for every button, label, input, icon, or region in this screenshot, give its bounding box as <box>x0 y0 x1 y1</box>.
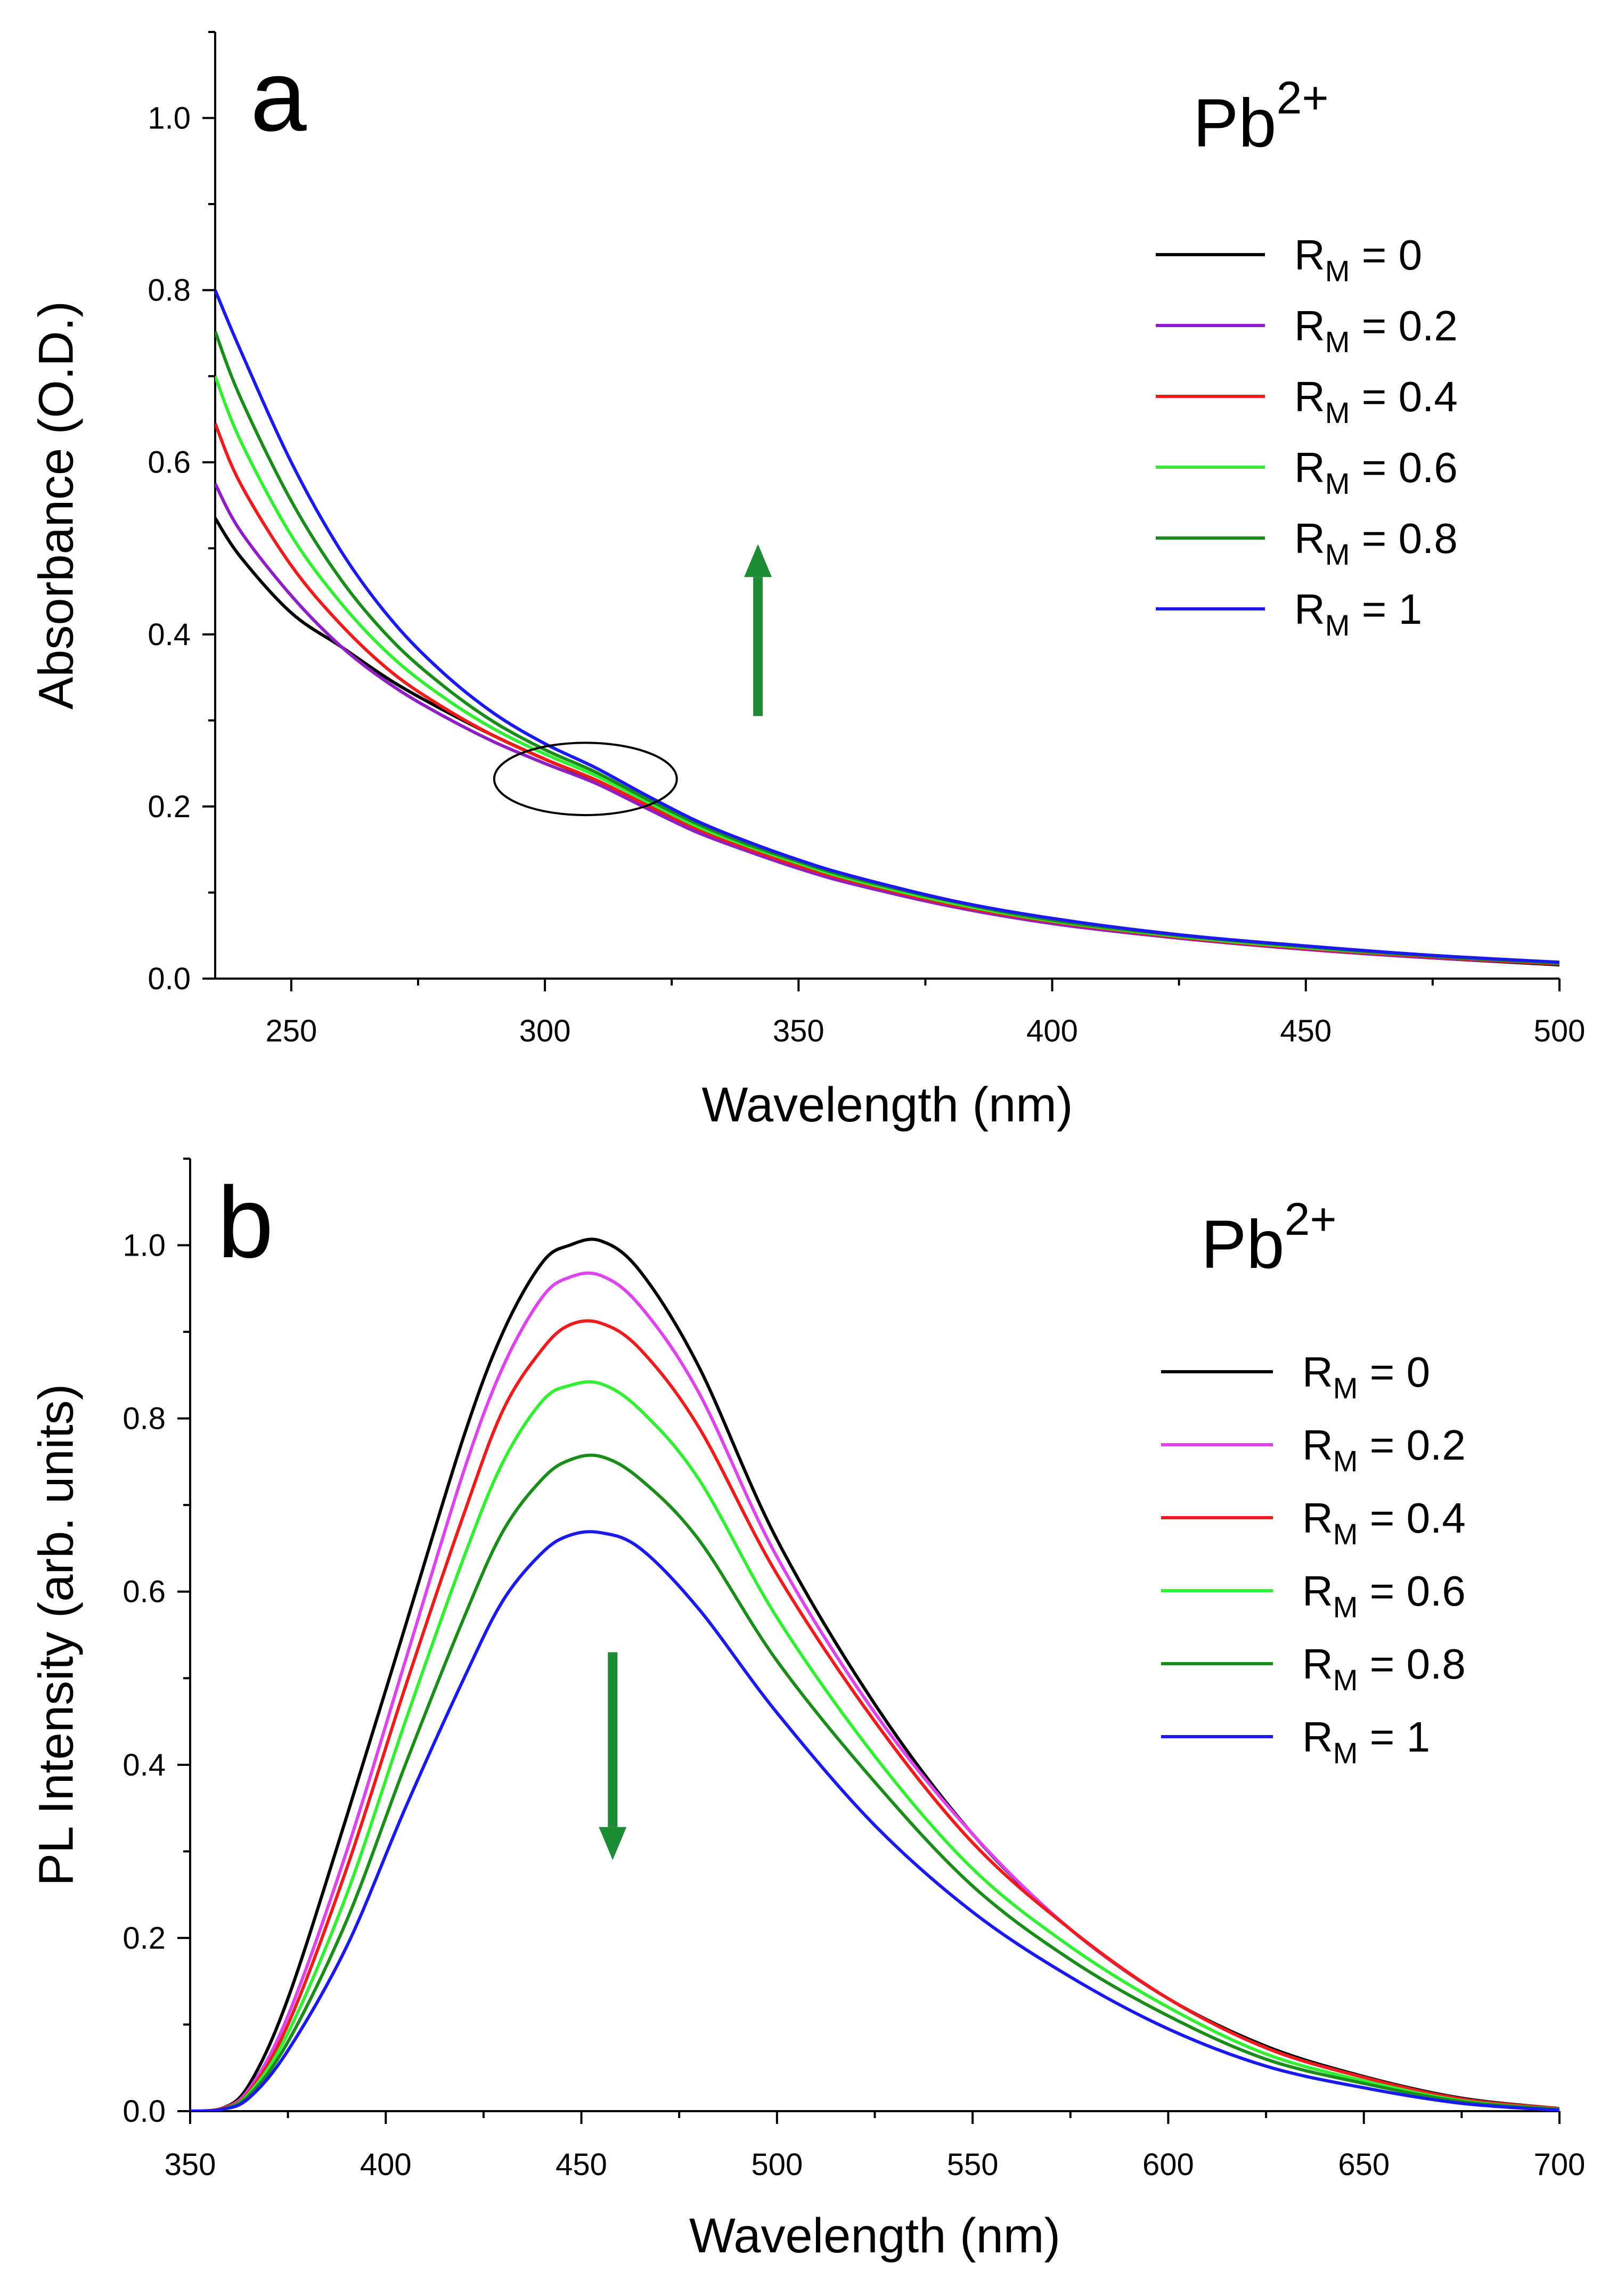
ion-superscript: 2+ <box>1277 72 1329 124</box>
legend-label: RM = 0.4 <box>1302 1494 1466 1551</box>
y-tick-label: 0.4 <box>148 617 191 652</box>
x-tick-label: 300 <box>519 1014 571 1048</box>
chart-panel-a: 250 300 350 400 450 500 0.0 0.2 0.4 0.6 0.8 1.0 Wave… <box>29 31 1586 1132</box>
y-tick-label: 1.0 <box>148 101 191 136</box>
isosbestic-ellipse <box>493 742 678 817</box>
y-tick-label: 0.0 <box>122 2094 166 2129</box>
legend-label: RM = 0.2 <box>1294 302 1458 359</box>
y-tick-label: 1.0 <box>122 1228 166 1263</box>
y-tick-label: 0.2 <box>148 789 191 824</box>
legend: RM = 0 RM = 0.2 RM = 0.4 RM = 0.6 RM = 0.8 RM… <box>1161 1348 1466 1770</box>
x-tick-label: 400 <box>1026 1014 1078 1048</box>
series-line-rm-0-8 <box>190 1453 1559 2111</box>
legend-label: RM = 0.2 <box>1302 1421 1466 1478</box>
x-tick-label: 500 <box>751 2147 803 2182</box>
ion-label: Pb2+ <box>1201 1194 1337 1283</box>
y-tick-label: 0.2 <box>122 1921 166 1956</box>
legend-label: RM = 0 <box>1302 1348 1430 1405</box>
ion-base: Pb <box>1201 1207 1285 1283</box>
y-axis-label: Absorbance (O.D.) <box>29 301 83 710</box>
legend-label: RM = 0 <box>1294 231 1422 288</box>
x-tick-label: 350 <box>773 1014 824 1048</box>
series-line-rm-1 <box>190 1530 1559 2111</box>
legend-label: RM = 1 <box>1294 585 1422 642</box>
y-tick-label: 0.6 <box>148 445 191 480</box>
x-tick-label: 700 <box>1534 2147 1586 2182</box>
x-axis-label: Wavelength (nm) <box>689 2209 1060 2263</box>
legend: RM = 0 RM = 0.2 RM = 0.4 RM = 0.6 RM = 0.8 RM… <box>1156 231 1458 642</box>
x-tick-label: 650 <box>1338 2147 1390 2182</box>
y-tick-label: 0.4 <box>122 1748 166 1782</box>
x-axis-label: Wavelength (nm) <box>701 1078 1073 1132</box>
ion-label: Pb2+ <box>1193 72 1329 161</box>
y-tick-label: 0.0 <box>148 962 191 996</box>
y-axis-label: PL Intensity (arb. units) <box>29 1384 83 1886</box>
legend-label: RM = 0.4 <box>1294 373 1458 429</box>
panel-label: b <box>217 1166 274 1279</box>
series-group <box>190 1237 1559 2111</box>
series-group <box>215 289 1559 967</box>
x-tick-label: 400 <box>360 2147 412 2182</box>
arrow-head-icon <box>599 1827 627 1860</box>
x-tick-label: 550 <box>947 2147 999 2182</box>
y-tick-label: 0.8 <box>148 273 191 308</box>
legend-label: RM = 0.8 <box>1302 1640 1466 1697</box>
x-tick-label: 600 <box>1142 2147 1194 2182</box>
x-tick-label: 450 <box>1280 1014 1332 1048</box>
series-line-rm-0-4 <box>215 422 1559 966</box>
x-tick-label: 450 <box>556 2147 607 2182</box>
ion-superscript: 2+ <box>1285 1194 1337 1245</box>
legend-label: RM = 0.8 <box>1294 515 1458 571</box>
series-line-rm-1 <box>215 289 1559 964</box>
y-tick-label: 0.8 <box>122 1402 166 1436</box>
legend-label: RM = 0.6 <box>1294 444 1458 500</box>
legend-label: RM = 1 <box>1302 1713 1430 1770</box>
y-tick-label: 0.6 <box>122 1575 166 1609</box>
x-tick-label: 350 <box>165 2147 216 2182</box>
series-line-rm-0-6 <box>190 1380 1559 2111</box>
arrow-head-icon <box>744 544 772 577</box>
chart-panel-b: 350 400 450 500 550 600 650 700 0.0 0.2 0.4 0.6 0.8 1… <box>29 1158 1586 2263</box>
panel-label: a <box>250 39 307 152</box>
series-line-rm-0-4 <box>190 1319 1559 2111</box>
legend-label: RM = 0.6 <box>1302 1567 1466 1624</box>
x-tick-label: 500 <box>1534 1014 1586 1048</box>
ion-base: Pb <box>1193 85 1277 161</box>
x-tick-label: 250 <box>265 1014 317 1048</box>
